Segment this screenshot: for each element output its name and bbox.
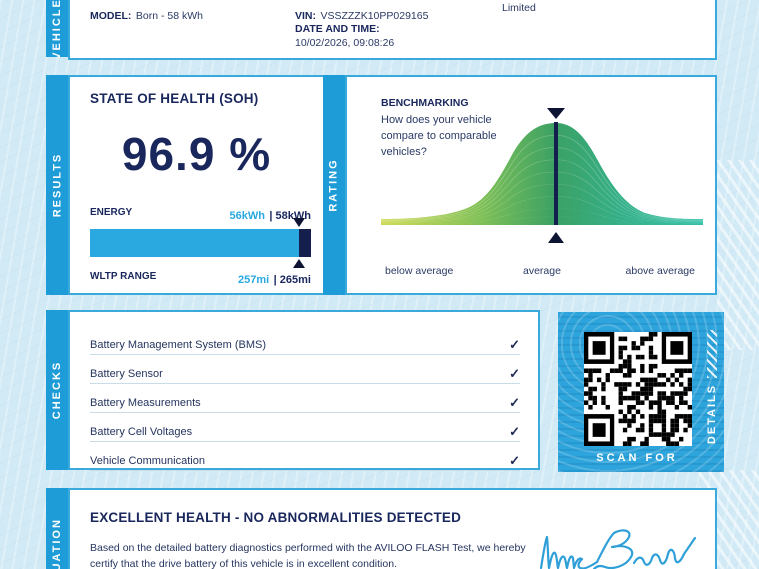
- qr-code: [584, 332, 692, 446]
- qr-code-background: [584, 332, 692, 446]
- vin-value: VSSZZZK10PP029165: [320, 10, 429, 22]
- checkmark-icon: ✓: [509, 453, 520, 468]
- datetime-label: DATE AND TIME:: [295, 23, 380, 35]
- soh-title: STATE OF HEALTH (SOH): [90, 91, 259, 106]
- range-values: 257mi | 265mi: [238, 270, 311, 288]
- range-current: 257mi: [238, 274, 270, 286]
- soh-progress-bar: [90, 218, 311, 268]
- checks-box: Battery Management System (BMS) ✓ Batter…: [68, 310, 540, 471]
- rating-box: BENCHMARKING How does your vehicle compa…: [345, 75, 717, 295]
- average-marker-line: [554, 122, 558, 225]
- check-row-bms: Battery Management System (BMS) ✓: [90, 330, 520, 355]
- soh-value: 96.9 %: [121, 128, 272, 180]
- check-label: Battery Sensor: [90, 368, 163, 380]
- tab-results: RESULTS: [46, 75, 68, 295]
- trim-value: Limited: [502, 2, 536, 14]
- axis-label-above-average: above average: [625, 265, 695, 277]
- vin-label: VIN:: [295, 10, 316, 22]
- tab-vehicle: VEHICLE: [46, 0, 68, 57]
- range-label: WLTP RANGE: [90, 271, 157, 282]
- tab-results-label: RESULTS: [51, 152, 63, 218]
- energy-label: ENERGY: [90, 207, 133, 218]
- check-label: Battery Measurements: [90, 397, 201, 409]
- marker-arrow-up-icon: [548, 232, 564, 243]
- bell-curve-area: [381, 123, 703, 225]
- tab-vehicle-label: VEHICLE: [51, 0, 63, 57]
- checkmark-icon: ✓: [509, 337, 520, 352]
- range-separator: |: [273, 274, 277, 286]
- bar-marker-bottom-icon: [292, 259, 305, 268]
- check-row-measurements: Battery Measurements ✓: [90, 388, 520, 413]
- axis-label-average: average: [523, 265, 561, 277]
- check-row-sensor: Battery Sensor ✓: [90, 359, 520, 384]
- tab-checks: CHECKS: [46, 310, 68, 470]
- check-label: Vehicle Communication: [90, 455, 205, 467]
- energy-current: 56kWh: [229, 210, 265, 222]
- checkmark-icon: ✓: [509, 366, 520, 381]
- evaluation-box: EXCELLENT HEALTH - NO ABNORMALITIES DETE…: [68, 488, 717, 569]
- check-row-communication: Vehicle Communication ✓: [90, 446, 520, 471]
- checkmark-icon: ✓: [509, 424, 520, 439]
- scan-for-label: SCAN FOR: [596, 452, 678, 464]
- model-label: MODEL:: [90, 10, 132, 22]
- check-label: Battery Management System (BMS): [90, 339, 267, 351]
- tab-rating: RATING: [323, 75, 345, 295]
- results-box: STATE OF HEALTH (SOH) 96.9 % ENERGY 56kW…: [68, 75, 325, 295]
- benchmark-title: BENCHMARKING: [381, 97, 469, 109]
- tab-evaluation: EVALUATION: [46, 488, 68, 569]
- checkmark-icon: ✓: [509, 395, 520, 410]
- tab-evaluation-label: EVALUATION: [51, 518, 63, 569]
- qr-code-block: SCAN FOR DETAILS: [558, 312, 724, 472]
- details-label: DETAILS: [706, 383, 718, 445]
- soh-progress-remainder: [298, 229, 311, 257]
- signature: [539, 529, 697, 569]
- tab-checks-label: CHECKS: [51, 360, 64, 420]
- details-hatch-decoration: [707, 330, 717, 378]
- marker-arrow-down-icon: [547, 108, 565, 119]
- bar-marker-top-icon: [292, 218, 305, 227]
- datetime-value: 10/02/2026, 09:08:26: [295, 37, 395, 49]
- tab-rating-label: RATING: [328, 158, 341, 212]
- axis-label-below-average: below average: [385, 265, 454, 277]
- evaluation-body: Based on the detailed battery diagnostic…: [90, 542, 526, 569]
- vehicle-model-row: MODEL: Born - 58 kWh: [90, 6, 203, 24]
- range-total: 265mi: [279, 274, 311, 286]
- details-label-rotated: DETAILS: [702, 366, 722, 462]
- model-value: Born - 58 kWh: [135, 10, 203, 22]
- check-label: Battery Cell Voltages: [90, 426, 193, 438]
- evaluation-heading: EXCELLENT HEALTH - NO ABNORMALITIES DETE…: [90, 510, 462, 525]
- benchmark-bell-curve-chart: [381, 108, 703, 243]
- vehicle-info-box: MODEL: Born - 58 kWh VIN: VSSZZZK10PP029…: [68, 0, 717, 60]
- check-row-cell-voltages: Battery Cell Voltages ✓: [90, 417, 520, 442]
- energy-separator: |: [269, 210, 273, 222]
- benchmark-subtitle: How does your vehicle compare to compara…: [381, 114, 497, 158]
- vehicle-vin-row: VIN: VSSZZZK10PP029165: [295, 6, 428, 24]
